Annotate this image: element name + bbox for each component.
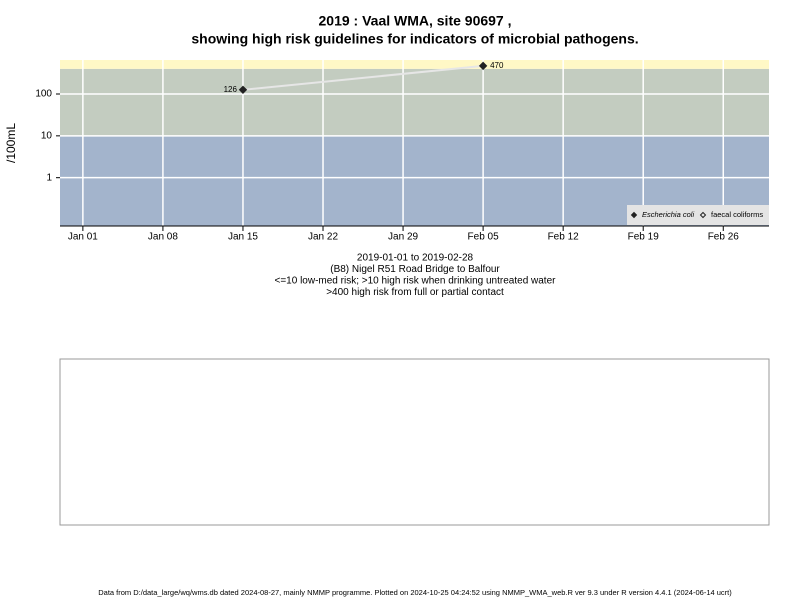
chart-title: 2019 : Vaal WMA, site 90697 ,: [319, 13, 512, 29]
legend-label: faecal coliforms: [711, 210, 763, 219]
note: <=10 low-med risk; >10 high risk when dr…: [275, 276, 557, 287]
legend-marker: [699, 211, 707, 219]
legend-box: [627, 205, 769, 225]
note: 2019-01-01 to 2019-02-28: [357, 253, 474, 264]
x-tick-label: Jan 08: [148, 232, 178, 243]
y-axis-label: /100mL: [4, 123, 18, 163]
note: >400 high risk from full or partial cont…: [326, 287, 504, 298]
data-label: 126: [224, 85, 238, 94]
data-point: [238, 85, 248, 95]
legend-marker: [630, 211, 638, 219]
x-tick-label: Feb 19: [628, 232, 660, 243]
data-label: 470: [490, 61, 504, 70]
data-point: [478, 61, 488, 71]
footer: Data from D:/data_large/wq/wms.db dated …: [98, 588, 732, 597]
chart-subtitle: showing high risk guidelines for indicat…: [191, 31, 638, 47]
series-line: [242, 64, 484, 91]
legend-label: Escherichia coli: [642, 210, 694, 219]
y-tick-label: 10: [41, 130, 53, 141]
risk-band: [60, 60, 769, 69]
x-tick-label: Jan 01: [68, 232, 98, 243]
x-tick-label: Jan 29: [388, 232, 418, 243]
risk-band: [60, 68, 769, 136]
y-tick-label: 1: [46, 172, 52, 183]
x-tick-label: Jan 15: [228, 232, 258, 243]
x-tick-label: Jan 22: [308, 232, 338, 243]
y-tick-label: 100: [35, 89, 52, 100]
note: (B8) Nigel R51 Road Bridge to Balfour: [330, 264, 500, 275]
x-tick-label: Feb 12: [548, 232, 580, 243]
empty-panel: [59, 358, 770, 526]
x-tick-label: Feb 26: [708, 232, 740, 243]
x-tick-label: Feb 05: [468, 232, 500, 243]
